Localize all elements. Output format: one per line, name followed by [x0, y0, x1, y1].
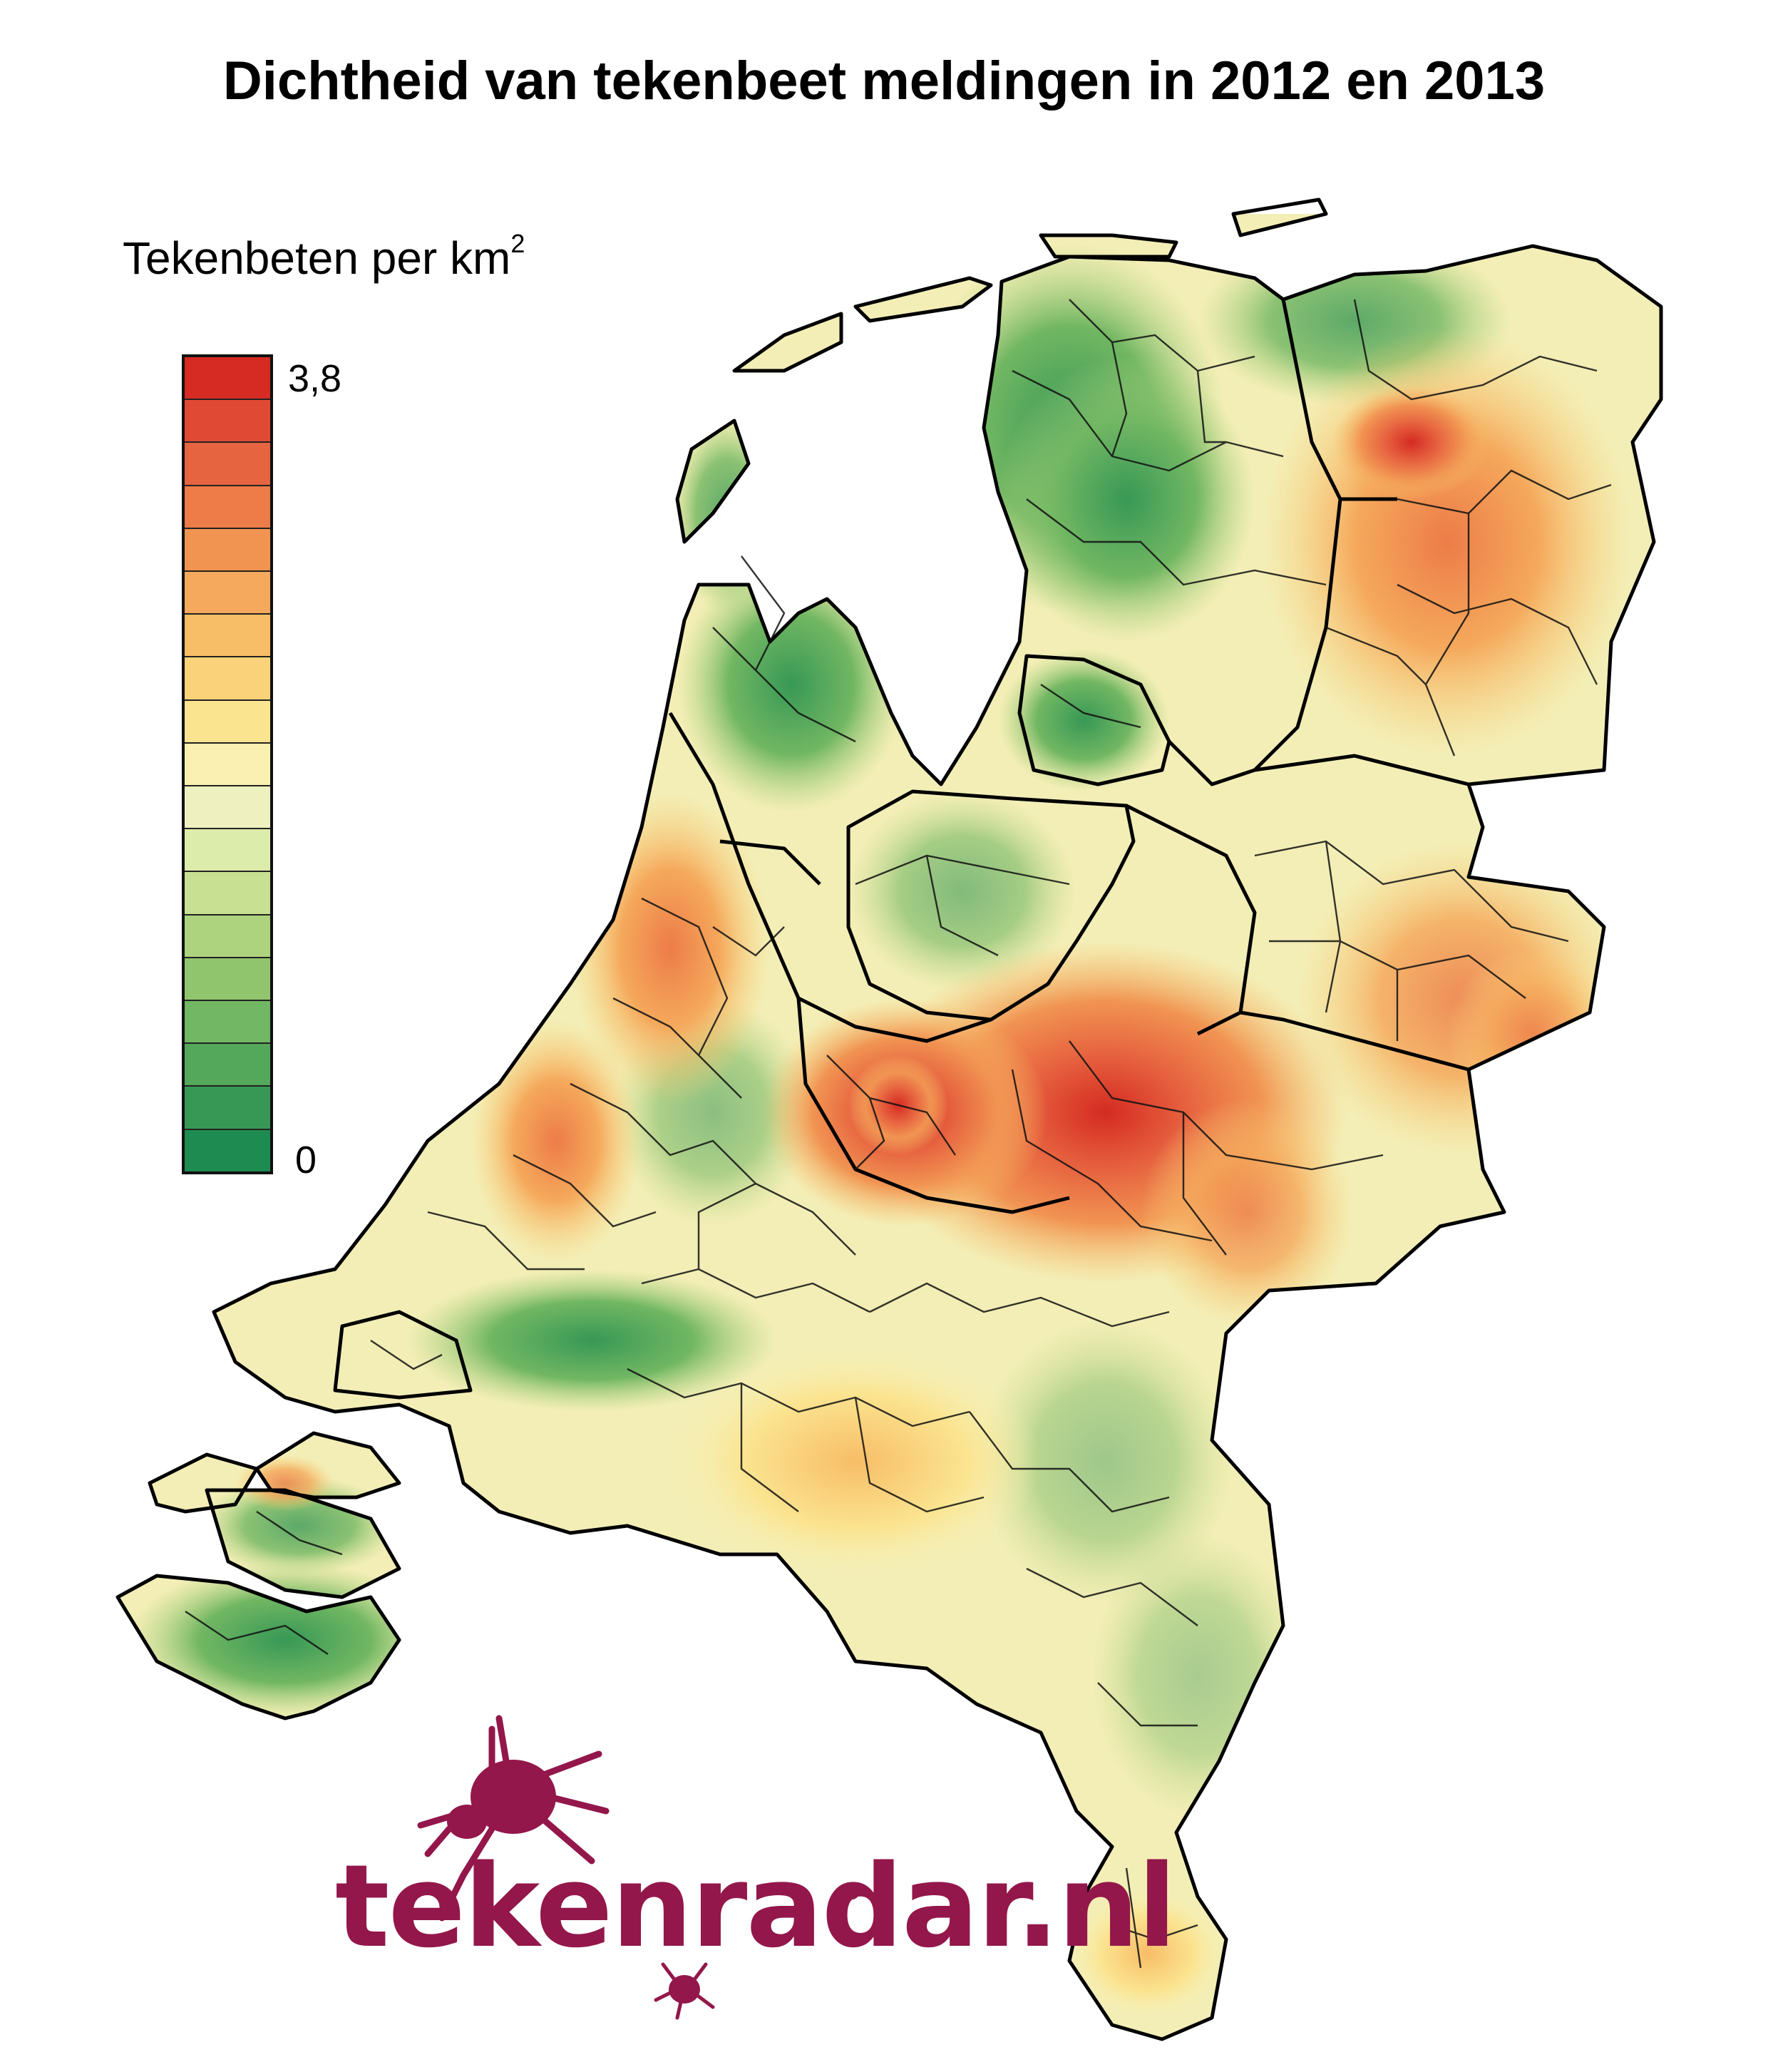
legend-color-step: [185, 572, 270, 615]
legend-color-step: [185, 958, 270, 1002]
legend-title: Tekenbeten per km2: [123, 228, 525, 284]
map-title: Dichtheid van tekenbeet meldingen in 201…: [222, 51, 1546, 111]
legend-color-step: [185, 528, 270, 573]
legend-color-step: [185, 872, 270, 916]
legend-color-step: [185, 786, 270, 830]
legend-max-label: 3,8: [288, 357, 342, 400]
legend-color-step: [185, 743, 270, 787]
legend-color-step: [185, 657, 270, 701]
legend-color-step: [185, 443, 270, 486]
legend-color-step: [185, 1044, 270, 1087]
legend-color-step: [185, 915, 270, 958]
legend-title-text: Tekenbeten per km: [123, 232, 511, 284]
municipality-borders: [185, 299, 1612, 1969]
region-borders: [115, 198, 1663, 2041]
legend-min-label: 0: [295, 1139, 317, 1181]
legend-color-step: [185, 1001, 270, 1045]
legend-color-step: [185, 357, 270, 401]
legend-color-step: [185, 829, 270, 873]
legend-color-step: [185, 400, 270, 443]
legend-title-superscript: 2: [510, 228, 525, 258]
legend-color-step: [185, 700, 270, 744]
tekenradar-logo-text: tekenradar.nl: [335, 1840, 1177, 1973]
legend-color-step: [185, 1087, 270, 1130]
color-legend: [182, 354, 273, 1174]
legend-color-step: [185, 486, 270, 529]
legend-color-step: [185, 1129, 270, 1171]
legend-color-step: [185, 615, 270, 658]
